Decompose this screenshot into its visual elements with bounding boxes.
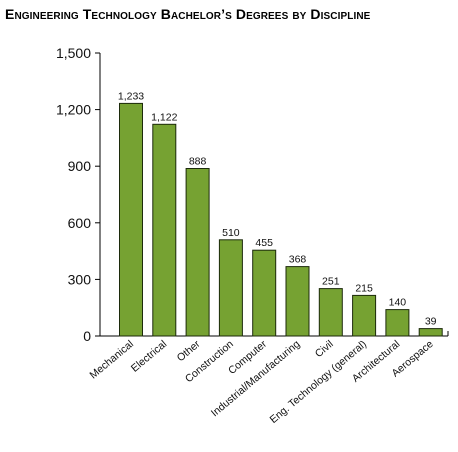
x-tick-label: Electrical bbox=[129, 338, 169, 375]
bar bbox=[352, 294, 377, 337]
data-label: 251 bbox=[322, 276, 340, 288]
y-tick-label: 900 bbox=[68, 158, 92, 174]
x-tick-label: Other bbox=[175, 338, 203, 364]
x-tick-label: Civil bbox=[313, 338, 336, 360]
bar bbox=[218, 239, 243, 337]
y-tick-label: 600 bbox=[68, 215, 92, 231]
data-label: 510 bbox=[222, 227, 240, 239]
data-label: 39 bbox=[425, 316, 437, 328]
chart-title: Engineering Technology Bachelor’s Degree… bbox=[5, 6, 371, 22]
data-label: 140 bbox=[389, 297, 407, 309]
y-tick-label: 1,200 bbox=[56, 102, 91, 118]
y-tick-label: 0 bbox=[83, 328, 91, 344]
bar bbox=[185, 168, 210, 337]
data-label: 455 bbox=[255, 237, 273, 249]
x-tick-label: Mechanical bbox=[88, 338, 136, 381]
data-label: 1,122 bbox=[151, 111, 177, 123]
data-label: 215 bbox=[355, 282, 373, 294]
bar bbox=[119, 102, 143, 337]
bar bbox=[385, 309, 410, 337]
data-label: 368 bbox=[289, 254, 307, 266]
bar bbox=[418, 328, 443, 337]
bar bbox=[152, 123, 177, 337]
bar bbox=[285, 266, 310, 337]
data-label: 1,233 bbox=[118, 90, 144, 102]
bar bbox=[318, 288, 343, 337]
y-tick-label: 1,500 bbox=[56, 45, 91, 61]
y-tick-label: 300 bbox=[68, 271, 92, 287]
bar bbox=[252, 249, 277, 337]
data-label: 888 bbox=[189, 156, 207, 168]
